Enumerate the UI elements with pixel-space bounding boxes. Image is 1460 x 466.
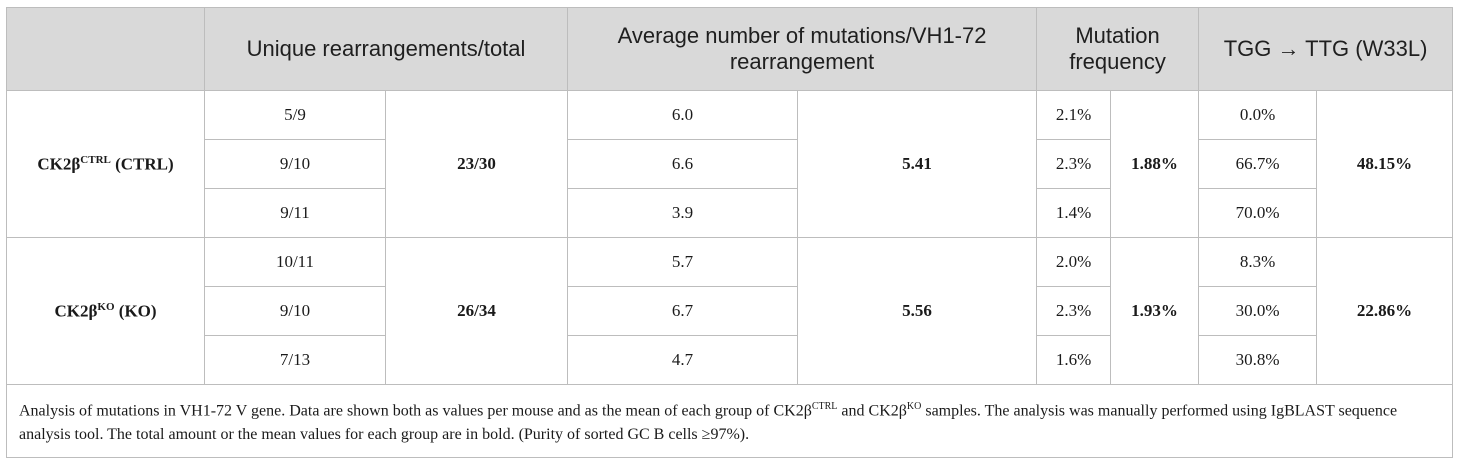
cell-unique: 9/10 (204, 139, 386, 189)
cell-tgg: 30.8% (1198, 335, 1318, 385)
total-tgg-ko: 22.86% (1316, 237, 1454, 385)
total-freq-ctrl: 1.88% (1110, 90, 1200, 238)
cell-tgg: 66.7% (1198, 139, 1318, 189)
cell-tgg: 70.0% (1198, 188, 1318, 238)
total-avg-ctrl: 5.41 (797, 90, 1038, 238)
footnote-row: Analysis of mutations in VH1-72 V gene. … (5, 383, 1454, 459)
cell-freq: 2.3% (1036, 286, 1112, 336)
total-unique-ctrl: 23/30 (384, 90, 569, 238)
total-avg-ko: 5.56 (797, 237, 1038, 385)
cell-unique: 7/13 (204, 335, 386, 385)
table-row: CK2βCTRL (CTRL) 5/9 23/30 6.0 5.41 2.1% … (6, 90, 1454, 238)
group-label-ctrl: CK2βCTRL (CTRL) (6, 90, 205, 238)
header-empty (6, 7, 205, 91)
table-row: 7/13 4.7 1.6% 30.8% (7, 335, 1453, 385)
total-unique-ko: 26/34 (384, 237, 569, 385)
footnote-text-3: samples. The analysis was manually perfo… (19, 402, 1398, 444)
table-row: CK2βKO (KO) 10/11 26/34 5.7 5.56 2.0% 1.… (6, 237, 1454, 385)
footnote-text-1: Analysis of mutations in VH1-72 V gene. … (19, 402, 812, 420)
cell-avg: 6.6 (567, 139, 799, 189)
cell-freq: 1.6% (1036, 335, 1112, 385)
cell-freq: 1.4% (1036, 188, 1112, 238)
cell-tgg: 8.3% (1198, 237, 1318, 287)
cell-unique: 10/11 (204, 237, 386, 287)
group-label-ko: CK2βKO (KO) (6, 237, 205, 385)
cell-tgg: 0.0% (1198, 90, 1318, 140)
footnote-text-2: and CK2β (837, 402, 907, 420)
group-label-sup: CTRL (80, 153, 111, 166)
table-footnote: Analysis of mutations in VH1-72 V gene. … (5, 383, 1454, 459)
footnote-sup-2: KO (906, 401, 922, 412)
cell-freq: 2.1% (1036, 90, 1112, 140)
group-label-main: CK2β (37, 154, 81, 174)
table-row: 9/10 6.6 2.3% 66.7% (7, 139, 1453, 189)
header-row: Unique rearrangements/total Average numb… (6, 7, 1454, 91)
cell-avg: 3.9 (567, 188, 799, 238)
cell-avg: 6.7 (567, 286, 799, 336)
cell-avg: 6.0 (567, 90, 799, 140)
header-average-mutations: Average number of mutations/VH1-72 rearr… (567, 7, 1038, 91)
group-label-sup: KO (97, 300, 115, 313)
group-label-main: CK2β (54, 301, 98, 321)
total-freq-ko: 1.93% (1110, 237, 1200, 385)
cell-unique: 5/9 (204, 90, 386, 140)
cell-tgg: 30.0% (1198, 286, 1318, 336)
total-tgg-ctrl: 48.15% (1316, 90, 1454, 238)
table-row: 9/10 6.7 2.3% 30.0% (7, 286, 1453, 336)
footnote-sup-1: CTRL (811, 401, 838, 412)
table-row: 9/11 3.9 1.4% 70.0% (7, 188, 1453, 238)
group-label-suffix: (KO) (114, 301, 157, 321)
cell-freq: 2.3% (1036, 139, 1112, 189)
group-label-suffix: (CTRL) (110, 154, 174, 174)
cell-avg: 5.7 (567, 237, 799, 287)
header-mutation-frequency: Mutation frequency (1036, 7, 1200, 91)
cell-freq: 2.0% (1036, 237, 1112, 287)
header-tgg-ttg: TGG → TTG (W33L) (1198, 7, 1454, 91)
cell-avg: 4.7 (567, 335, 799, 385)
mutation-table: Unique rearrangements/total Average numb… (5, 7, 1454, 459)
table-container: Unique rearrangements/total Average numb… (5, 7, 1454, 459)
cell-unique: 9/10 (204, 286, 386, 336)
cell-unique: 9/11 (204, 188, 386, 238)
header-unique: Unique rearrangements/total (203, 7, 569, 91)
